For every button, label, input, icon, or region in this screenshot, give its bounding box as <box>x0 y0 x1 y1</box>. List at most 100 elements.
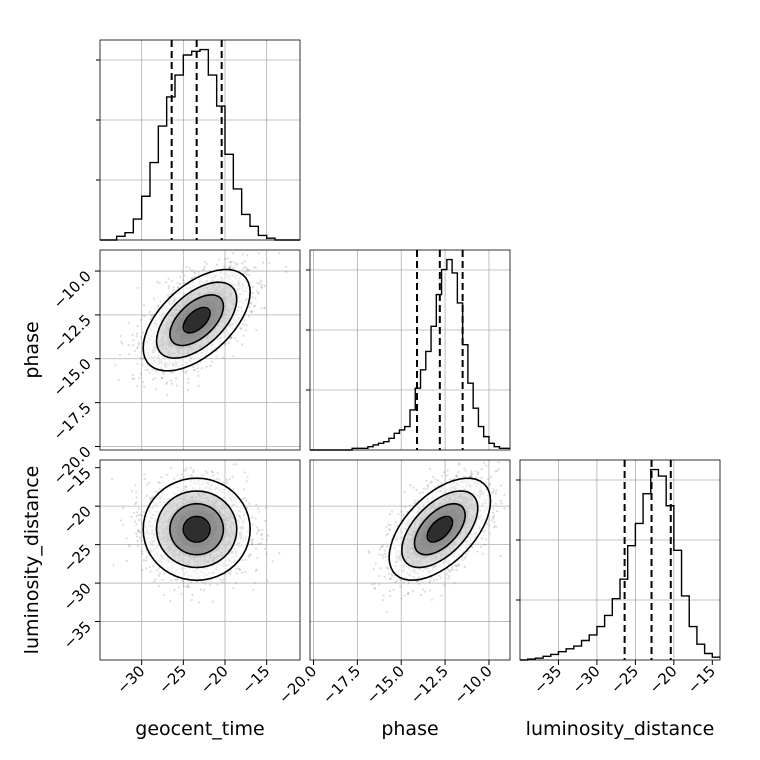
scatter-point <box>176 577 179 580</box>
scatter-point <box>140 568 144 571</box>
scatter-point <box>169 599 172 603</box>
scatter-point <box>189 581 193 584</box>
scatter-point <box>255 289 258 293</box>
scatter-point <box>159 300 162 303</box>
scatter-point <box>154 377 157 380</box>
scatter-point <box>134 520 137 523</box>
scatter-point <box>131 344 135 347</box>
scatter-point <box>253 582 256 585</box>
scatter-point <box>170 382 173 385</box>
panel-frame <box>309 249 511 451</box>
scatter-point <box>142 331 145 334</box>
scatter-point <box>235 567 238 570</box>
contour-line <box>182 515 211 543</box>
scatter-point <box>251 543 254 546</box>
scatter-point <box>246 254 249 257</box>
scatter-point <box>252 588 255 592</box>
scatter-point <box>230 569 233 572</box>
scatter-point <box>121 342 124 345</box>
panel-frame <box>99 249 301 451</box>
scatter-point <box>136 511 139 514</box>
scatter-point <box>263 547 267 550</box>
scatter-point <box>206 579 209 582</box>
scatter-point <box>228 477 231 481</box>
scatter-point <box>112 563 115 567</box>
scatter-point <box>148 481 151 484</box>
scatter-point <box>251 292 254 295</box>
scatter-point <box>186 585 189 588</box>
scatter-point <box>141 552 144 555</box>
scatter-point <box>251 285 254 288</box>
scatter-point <box>406 592 409 596</box>
scatter-point <box>228 267 231 270</box>
scatter-point <box>236 262 239 265</box>
scatter-point <box>215 355 218 358</box>
scatter-point <box>231 266 235 270</box>
scatter-point <box>408 504 411 507</box>
scatter-point <box>205 262 208 266</box>
scatter-point <box>118 353 121 357</box>
scatter-point <box>151 368 154 372</box>
panel-joint-geocent_time-phase <box>99 247 301 451</box>
scatter-point <box>182 581 185 584</box>
scatter-point <box>182 468 186 472</box>
scatter-point <box>194 368 197 371</box>
panel-content <box>114 247 288 397</box>
scatter-point <box>120 340 123 344</box>
scatter-point <box>223 257 227 261</box>
contour-line <box>142 268 252 372</box>
scatter-point <box>125 559 128 563</box>
scatter-point <box>130 515 133 518</box>
scatter-point <box>134 502 137 506</box>
scatter-point <box>237 567 240 570</box>
scatter-point <box>248 502 251 505</box>
scatter-point <box>243 496 246 500</box>
scatter-point <box>257 291 260 295</box>
scatter-point <box>260 307 263 310</box>
scatter-point <box>211 471 214 474</box>
scatter-point <box>139 318 142 321</box>
scatter-point <box>229 572 232 575</box>
scatter-point <box>138 376 141 380</box>
scatter-point <box>411 590 415 593</box>
scatter-point <box>255 526 258 529</box>
scatter-point <box>197 270 200 273</box>
scatter-point <box>450 568 453 571</box>
scatter-point <box>226 257 229 260</box>
scatter-point <box>172 286 175 289</box>
scatter-point <box>172 289 175 292</box>
scatter-point <box>220 247 222 249</box>
scatter-point <box>173 589 176 592</box>
scatter-point <box>192 369 195 372</box>
scatter-point <box>494 470 497 473</box>
scatter-point <box>453 582 456 585</box>
scatter-point <box>267 534 270 537</box>
hist-step-phase <box>310 258 510 451</box>
scatter-point <box>246 268 249 272</box>
scatter-point <box>232 252 235 255</box>
scatter-point <box>179 282 182 285</box>
scatter-point <box>218 258 221 261</box>
panel-content <box>367 461 510 614</box>
scatter-point <box>151 496 154 499</box>
scatter-point <box>254 297 257 300</box>
scatter-point <box>177 287 180 290</box>
scatter-point <box>260 533 263 536</box>
density-level <box>184 308 210 332</box>
scatter-point <box>228 266 231 269</box>
scatter-point <box>191 593 194 597</box>
scatter-point <box>430 480 433 483</box>
scatter-point <box>421 588 424 591</box>
scatter-point <box>176 281 179 285</box>
scatter-point <box>258 510 261 513</box>
scatter-point <box>218 478 221 482</box>
scatter-point <box>170 280 173 283</box>
scatter-point <box>140 522 144 525</box>
scatter-point <box>205 470 208 473</box>
scatter-point <box>185 265 188 268</box>
scatter-point <box>257 252 260 255</box>
scatter-point <box>182 584 185 588</box>
scatter-point <box>249 302 252 305</box>
scatter-point <box>263 306 266 309</box>
